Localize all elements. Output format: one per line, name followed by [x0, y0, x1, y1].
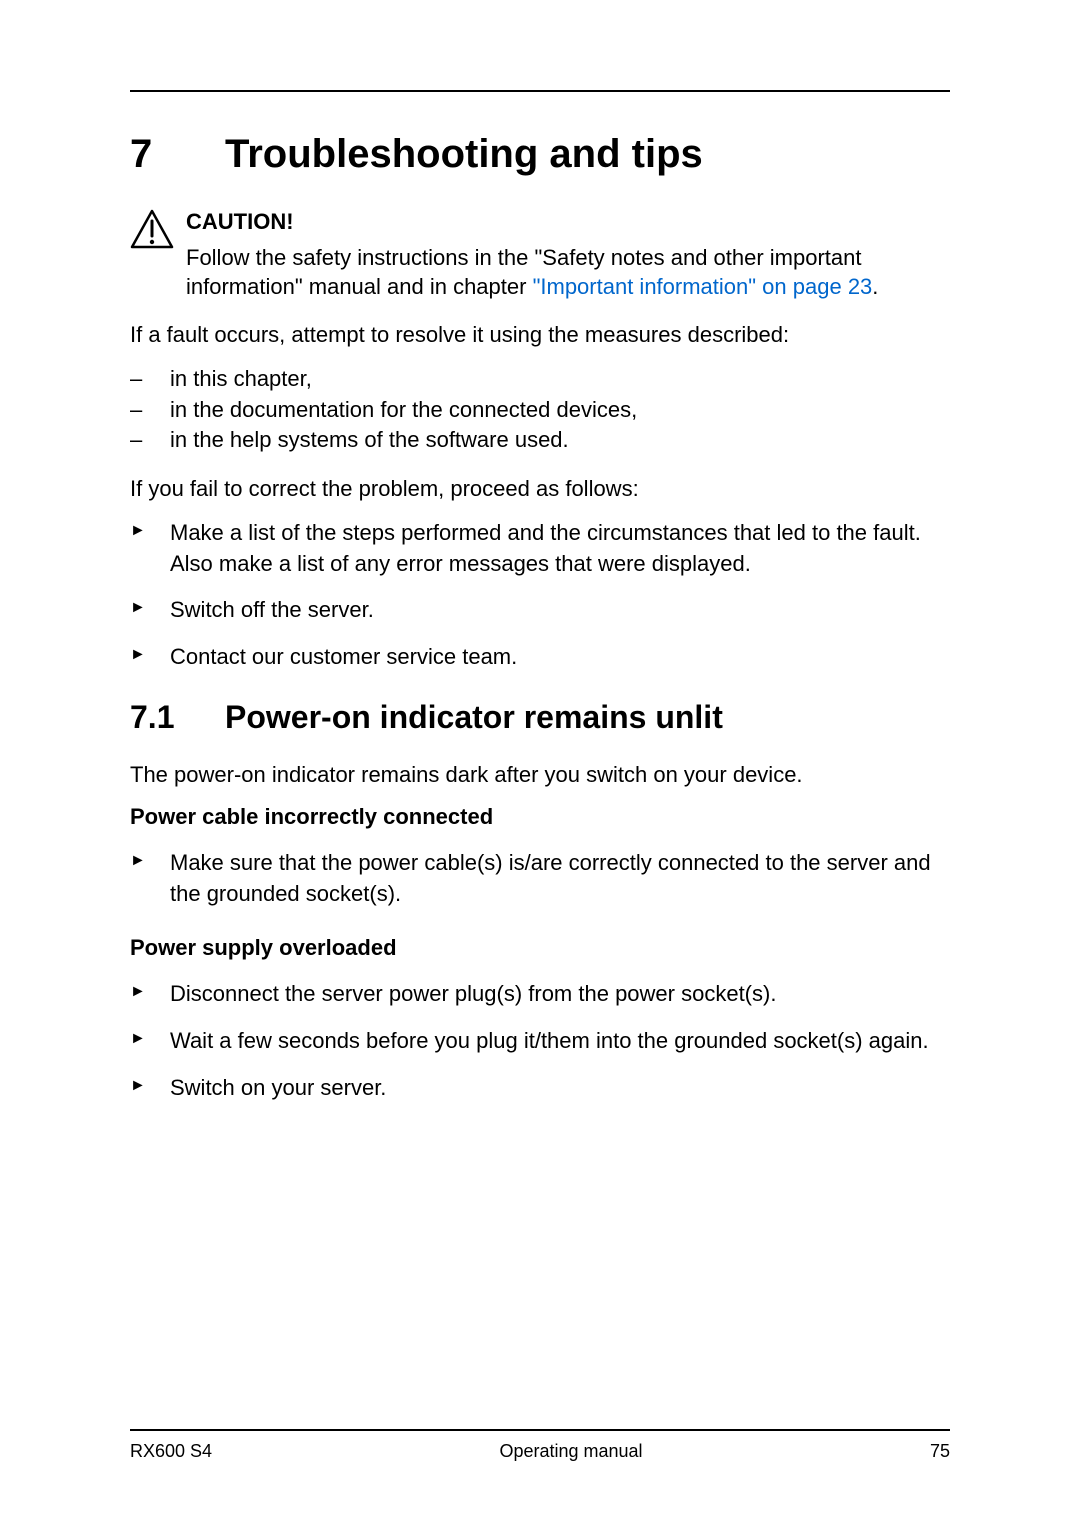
list-item: Switch on your server. — [130, 1073, 950, 1104]
caution-link[interactable]: "Important information" on page 23 — [533, 274, 873, 299]
sub1-list: Make sure that the power cable(s) is/are… — [130, 848, 950, 910]
triangle-list-1: Make a list of the steps performed and t… — [130, 518, 950, 673]
caution-label: CAUTION! — [186, 207, 950, 237]
dash-list: in this chapter, in the documentation fo… — [130, 364, 950, 456]
intro-2: If you fail to correct the problem, proc… — [130, 474, 950, 504]
caution-body: Follow the safety instructions in the "S… — [186, 243, 950, 302]
intro-1: If a fault occurs, attempt to resolve it… — [130, 320, 950, 350]
section-7-1-title: 7.1Power-on indicator remains unlit — [130, 699, 950, 736]
list-item: Disconnect the server power plug(s) from… — [130, 979, 950, 1010]
list-item: Make a list of the steps performed and t… — [130, 518, 950, 580]
section-7-1-intro: The power-on indicator remains dark afte… — [130, 760, 950, 790]
sub2-list: Disconnect the server power plug(s) from… — [130, 979, 950, 1103]
list-item: in the help systems of the software used… — [130, 425, 950, 456]
footer-left: RX600 S4 — [130, 1441, 212, 1462]
list-item: Switch off the server. — [130, 595, 950, 626]
footer: RX600 S4 Operating manual 75 — [130, 1429, 950, 1462]
chapter-number: 7 — [130, 132, 225, 177]
caution-text-block: CAUTION! Follow the safety instructions … — [186, 207, 950, 302]
top-rule — [130, 90, 950, 92]
caution-icon — [130, 209, 174, 254]
list-item: Wait a few seconds before you plug it/th… — [130, 1026, 950, 1057]
list-item: in this chapter, — [130, 364, 950, 395]
sub1-title: Power cable incorrectly connected — [130, 804, 950, 830]
footer-rule — [130, 1429, 950, 1431]
section-title-text: Power-on indicator remains unlit — [225, 699, 723, 735]
footer-center: Operating manual — [499, 1441, 642, 1462]
section-number: 7.1 — [130, 699, 225, 736]
footer-row: RX600 S4 Operating manual 75 — [130, 1441, 950, 1462]
list-item: Make sure that the power cable(s) is/are… — [130, 848, 950, 910]
page: 7Troubleshooting and tips CAUTION! Follo… — [0, 0, 1080, 1526]
footer-right: 75 — [930, 1441, 950, 1462]
list-item: Contact our customer service team. — [130, 642, 950, 673]
chapter-title: 7Troubleshooting and tips — [130, 132, 950, 177]
caution-block: CAUTION! Follow the safety instructions … — [130, 207, 950, 302]
caution-body-suffix: . — [872, 274, 878, 299]
chapter-title-text: Troubleshooting and tips — [225, 132, 703, 176]
list-item: in the documentation for the connected d… — [130, 395, 950, 426]
sub2-title: Power supply overloaded — [130, 935, 950, 961]
